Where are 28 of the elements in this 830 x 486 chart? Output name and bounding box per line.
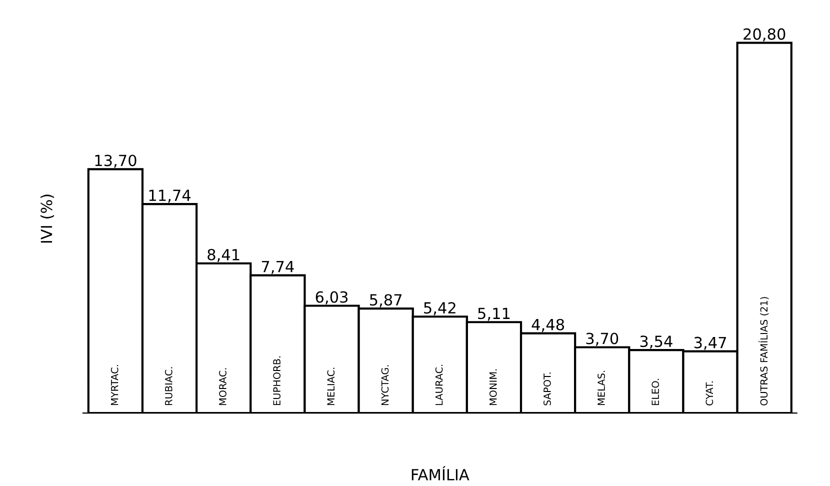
x-tick-label: NYCTAG. [381,365,389,406]
x-tick-label: CYAT. [706,381,714,406]
x-tick-label: RUBIAC. [164,367,172,406]
x-tick-label: MORAC. [219,368,226,406]
data-label: 3,70 [586,332,618,346]
data-label: 4,48 [532,318,564,332]
data-label: 5,42 [424,302,456,316]
data-label: 5,87 [370,294,402,308]
data-label: 6,03 [316,291,348,304]
x-tick-label: ELEO. [652,378,660,406]
y-axis-title: IVI (%) [40,194,54,243]
x-tick-label: MONIM. [489,369,497,406]
x-axis-title: FAMÍLIA [412,466,470,480]
data-label: 11,74 [149,190,191,203]
x-tick-label: EUPHORB. [273,356,280,406]
x-tick-label: OUTRAS FAMÍLIAS (21) [758,297,769,406]
data-label: 3,47 [694,336,726,350]
x-tick-label: MYRTAC. [110,365,118,406]
x-tick-label: MELAS. [598,370,605,406]
data-label: 20,80 [744,28,786,42]
data-label: 13,70 [95,154,136,168]
x-tick-label: LAURAC. [435,364,443,406]
data-label: 5,11 [478,308,510,321]
data-label: 3,54 [640,336,672,349]
data-label: 7,74 [262,260,294,274]
x-tick-label: SAPOT. [544,372,551,406]
x-tick-label: MELIAC. [327,368,335,406]
data-label: 8,41 [208,248,240,262]
